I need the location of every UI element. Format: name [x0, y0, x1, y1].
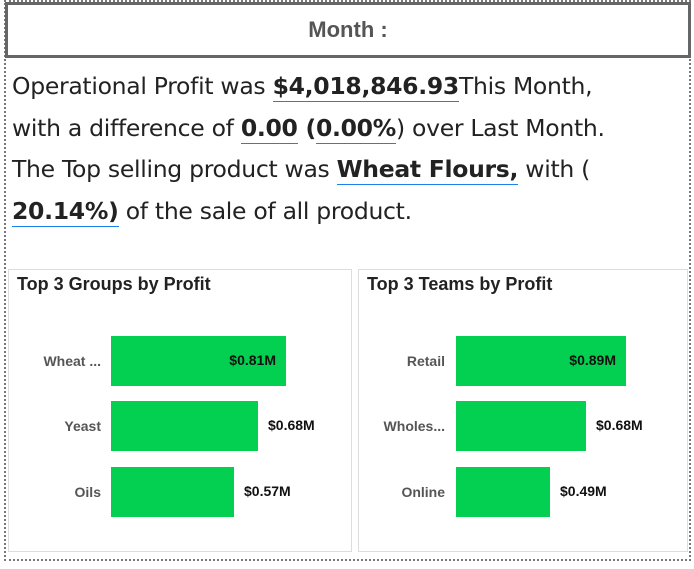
bar[interactable] [456, 467, 550, 517]
bar-row[interactable]: Wheat ... $0.81M [9, 336, 351, 386]
data-label: $0.57M [244, 483, 291, 499]
top-share-value[interactable]: 20.14%) [12, 196, 119, 227]
bar[interactable] [111, 401, 258, 451]
category-label: Yeast [64, 418, 101, 434]
narrative-text: This Month, [458, 72, 593, 100]
bar-row[interactable]: Online $0.49M [359, 467, 687, 517]
bar-row[interactable]: Oils $0.57M [9, 467, 351, 517]
bar[interactable] [456, 401, 586, 451]
category-label: Oils [74, 484, 101, 500]
report-container [4, 0, 691, 561]
bar[interactable] [456, 336, 626, 386]
groups-profit-chart[interactable]: Top 3 Groups by Profit Wheat ... $0.81M Ye… [8, 269, 352, 552]
teams-profit-chart[interactable]: Top 3 Teams by Profit Retail $0.89M Wholes… [358, 269, 688, 552]
narrative-text: with ( [518, 155, 590, 183]
data-label: $0.68M [268, 417, 315, 433]
data-label: $0.49M [560, 483, 607, 499]
month-label: Month : [308, 17, 388, 42]
data-label: $0.89M [569, 352, 616, 368]
narrative-text: with a difference of [12, 113, 241, 142]
category-label: Wheat ... [43, 353, 101, 369]
narrative-text: Operational Profit was [12, 72, 273, 100]
bar[interactable] [111, 467, 234, 517]
bar-row[interactable]: Yeast $0.68M [9, 401, 351, 451]
narrative-text: ) over Last Month. [395, 113, 605, 142]
month-slicer-header[interactable]: Month : [5, 2, 691, 58]
difference-pct-value[interactable]: 0.00% [315, 113, 396, 144]
bar-row[interactable]: Wholes... $0.68M [359, 401, 687, 451]
narrative-text: ( [297, 113, 316, 142]
difference-value[interactable]: 0.00 [240, 113, 298, 144]
category-label: Online [401, 484, 445, 500]
profit-value[interactable]: $4,018,846.93 [272, 72, 459, 102]
data-label: $0.68M [596, 417, 643, 433]
smart-narrative: Operational Profit was $4,018,846.93This… [12, 66, 692, 232]
chart-title: Top 3 Teams by Profit [367, 274, 553, 294]
chart-title: Top 3 Groups by Profit [17, 274, 211, 294]
narrative-text: of the sale of all product. [118, 196, 412, 225]
bar[interactable] [111, 336, 286, 386]
category-label: Wholes... [383, 418, 445, 434]
bar-row[interactable]: Retail $0.89M [359, 336, 687, 386]
narrative-text: The Top selling product was [12, 155, 337, 183]
category-label: Retail [406, 353, 445, 369]
top-product-value[interactable]: Wheat Flours, [336, 155, 519, 185]
data-label: $0.81M [229, 352, 276, 368]
